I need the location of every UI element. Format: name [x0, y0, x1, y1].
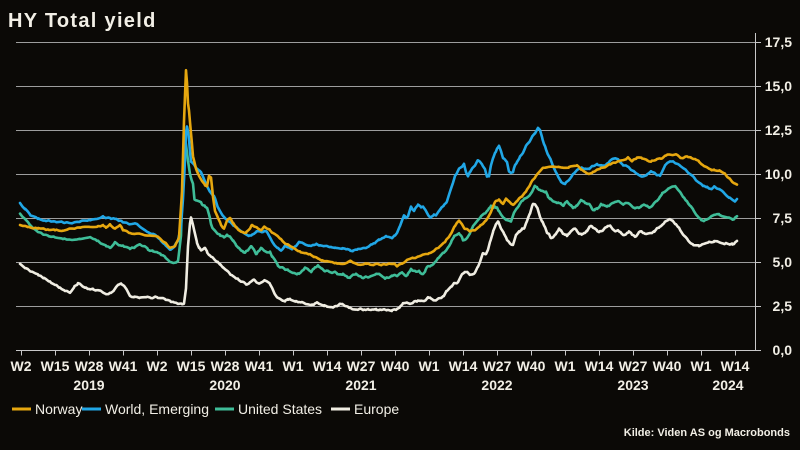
svg-text:W40: W40	[381, 358, 410, 374]
svg-text:W1: W1	[419, 358, 440, 374]
svg-text:15,0: 15,0	[765, 78, 792, 94]
svg-text:HY Total yield: HY Total yield	[8, 10, 157, 32]
svg-text:2020: 2020	[209, 377, 240, 393]
svg-text:W14: W14	[721, 358, 750, 374]
svg-text:Europe: Europe	[354, 401, 399, 417]
svg-text:United States: United States	[238, 401, 322, 417]
svg-text:10,0: 10,0	[765, 166, 792, 182]
svg-text:W1: W1	[691, 358, 712, 374]
svg-text:17,5: 17,5	[765, 34, 792, 50]
svg-text:W27: W27	[347, 358, 376, 374]
svg-text:W41: W41	[245, 358, 274, 374]
svg-text:5,0: 5,0	[773, 254, 793, 270]
svg-text:12,5: 12,5	[765, 122, 792, 138]
svg-text:W1: W1	[555, 358, 576, 374]
svg-text:W28: W28	[211, 358, 240, 374]
svg-text:W40: W40	[653, 358, 682, 374]
svg-text:7,5: 7,5	[773, 210, 793, 226]
svg-text:W1: W1	[283, 358, 304, 374]
svg-text:W27: W27	[483, 358, 512, 374]
svg-text:W28: W28	[75, 358, 104, 374]
svg-text:Kilde: Viden AS og Macrobonds: Kilde: Viden AS og Macrobonds	[624, 427, 790, 439]
svg-text:W15: W15	[41, 358, 70, 374]
svg-text:W14: W14	[449, 358, 478, 374]
svg-text:2019: 2019	[73, 377, 104, 393]
svg-text:W14: W14	[585, 358, 614, 374]
svg-text:W2: W2	[147, 358, 168, 374]
svg-text:W14: W14	[313, 358, 342, 374]
svg-text:W41: W41	[109, 358, 138, 374]
svg-text:World, Emerging: World, Emerging	[105, 401, 209, 417]
svg-text:W27: W27	[619, 358, 648, 374]
svg-text:Norway: Norway	[35, 401, 82, 417]
svg-text:0,0: 0,0	[773, 342, 793, 358]
svg-text:W15: W15	[177, 358, 206, 374]
svg-text:2021: 2021	[345, 377, 376, 393]
svg-text:2022: 2022	[481, 377, 512, 393]
svg-text:W2: W2	[11, 358, 32, 374]
svg-text:2023: 2023	[617, 377, 648, 393]
svg-text:2024: 2024	[712, 377, 743, 393]
svg-text:W40: W40	[517, 358, 546, 374]
svg-text:2,5: 2,5	[773, 298, 793, 314]
